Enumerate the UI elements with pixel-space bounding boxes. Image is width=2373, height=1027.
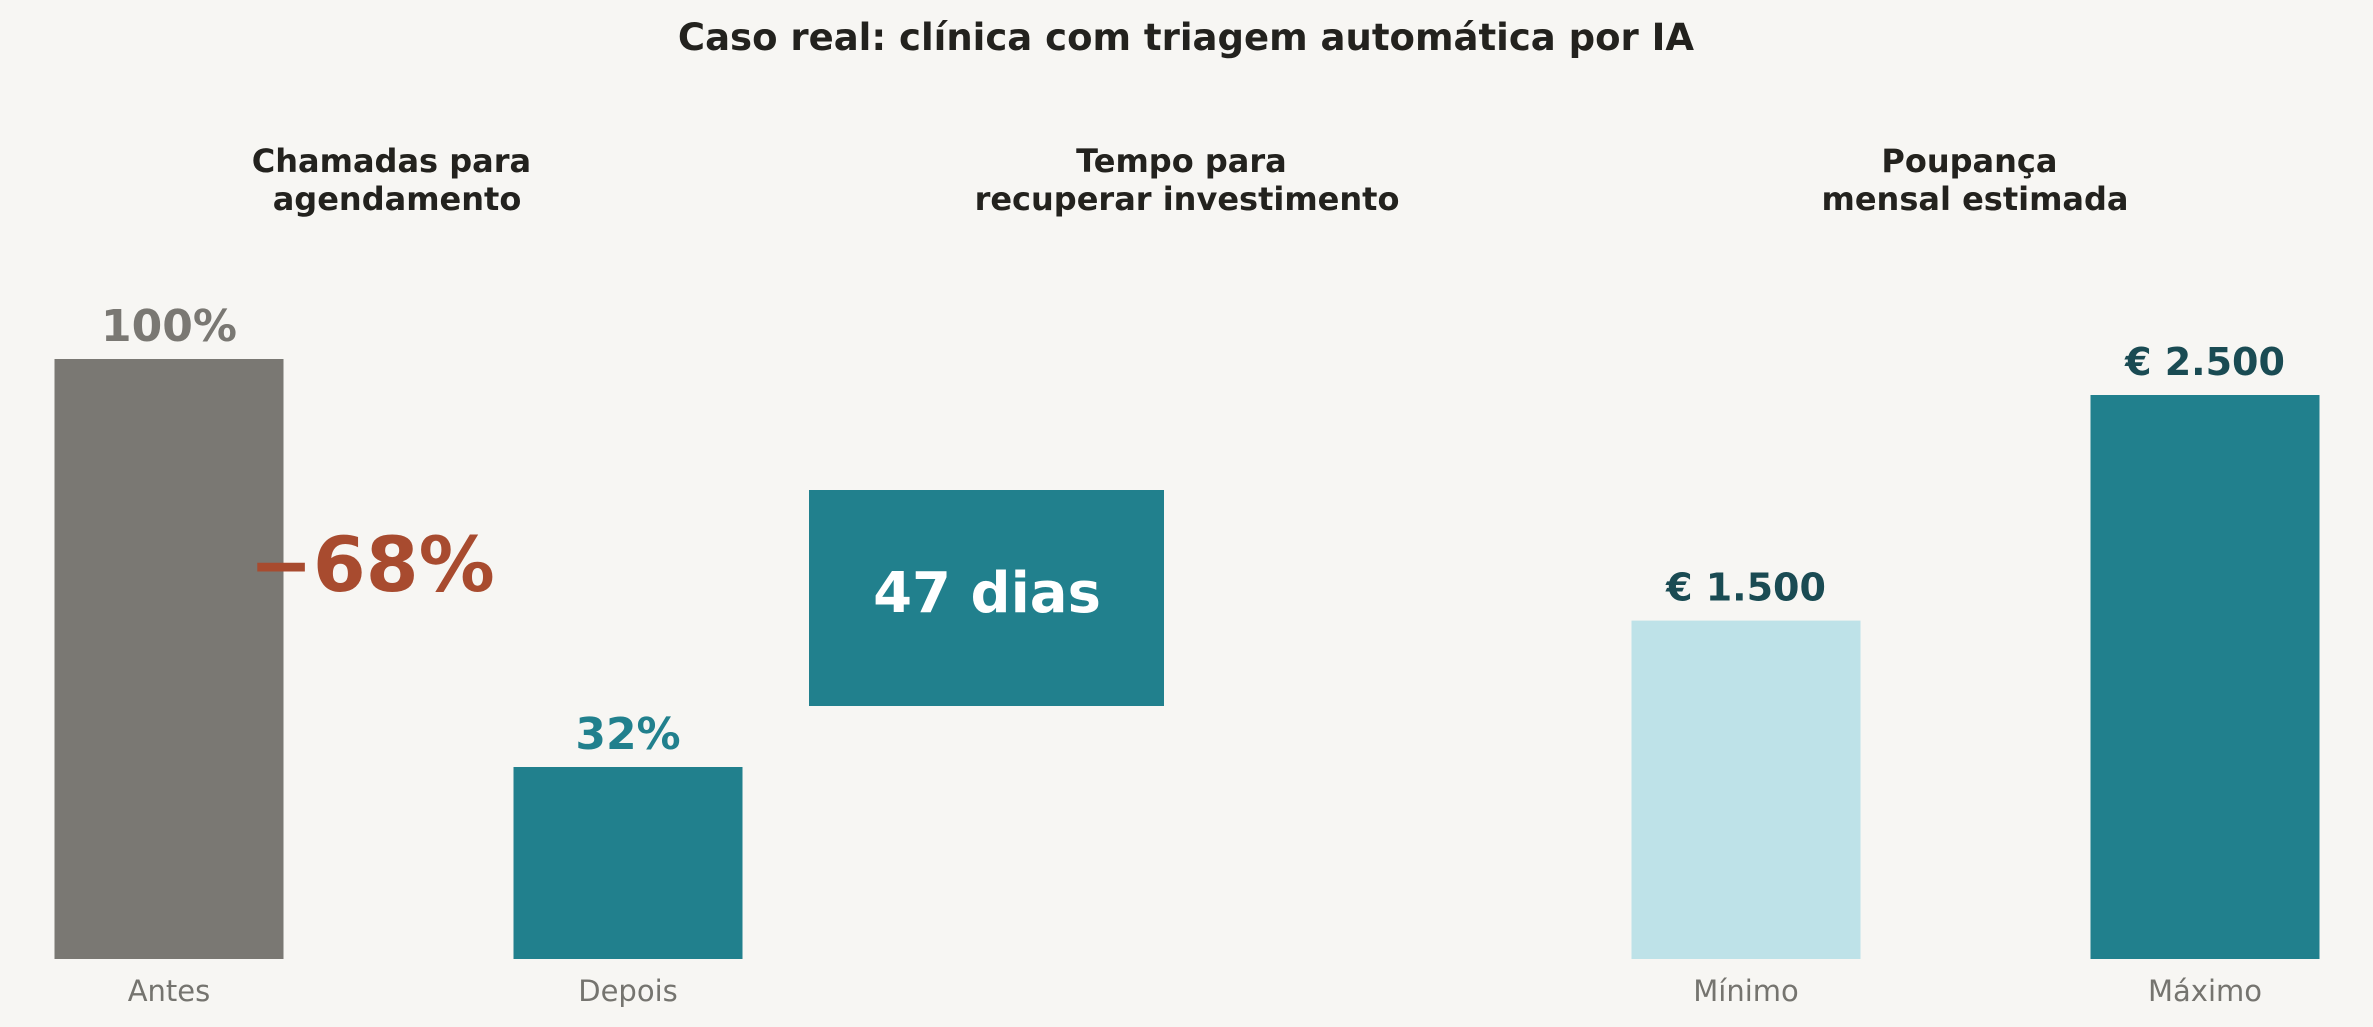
panel-savings-title-line-2: mensal estimada — [1821, 180, 2128, 218]
category-label-savings-minimo: Mínimo — [1693, 974, 1799, 1008]
chart-title: Caso real: clínica com triagem automátic… — [678, 16, 1694, 59]
panel-payback-title-line-1: Tempo para — [1076, 142, 1287, 180]
bar-calls-antes — [54, 359, 284, 959]
bar-savings-maximo — [2090, 395, 2320, 959]
value-label-calls-antes: 100% — [101, 301, 237, 352]
payback-box — [809, 490, 1164, 706]
category-label-calls-depois: Depois — [578, 974, 678, 1008]
bar-savings-minimo — [1631, 620, 1861, 959]
value-label-savings-maximo: € 2.500 — [2124, 340, 2285, 384]
panel-calls-title-line-2: agendamento — [273, 180, 522, 218]
value-label-calls-depois: 32% — [575, 709, 680, 760]
panel-savings-title: Poupança mensal estimada — [1821, 142, 2128, 218]
panel-savings: Poupança mensal estimada € 1.500 Mínimo € … — [1631, 142, 2320, 1008]
panel-calls: Chamadas para agendamento 100% Antes 32% De… — [54, 142, 743, 1008]
value-label-savings-minimo: € 1.500 — [1665, 566, 1826, 610]
category-label-calls-antes: Antes — [128, 974, 211, 1008]
panel-payback-title: Tempo para recuperar investimento — [975, 142, 1400, 218]
category-label-savings-maximo: Máximo — [2148, 974, 2262, 1008]
panel-payback: Tempo para recuperar investimento 47 dia… — [809, 142, 1399, 706]
panel-calls-title-line-1: Chamadas para — [252, 142, 531, 180]
calls-reduction-annotation: −68% — [249, 520, 495, 609]
bar-calls-depois — [513, 767, 743, 959]
payback-value: 47 dias — [873, 561, 1101, 626]
panel-savings-title-line-1: Poupança — [1881, 142, 2057, 180]
panel-calls-title: Chamadas para agendamento — [252, 142, 543, 218]
panel-payback-title-line-2: recuperar investimento — [975, 180, 1400, 218]
